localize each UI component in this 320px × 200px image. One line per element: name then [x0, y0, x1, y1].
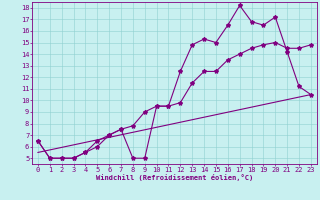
X-axis label: Windchill (Refroidissement éolien,°C): Windchill (Refroidissement éolien,°C): [96, 174, 253, 181]
